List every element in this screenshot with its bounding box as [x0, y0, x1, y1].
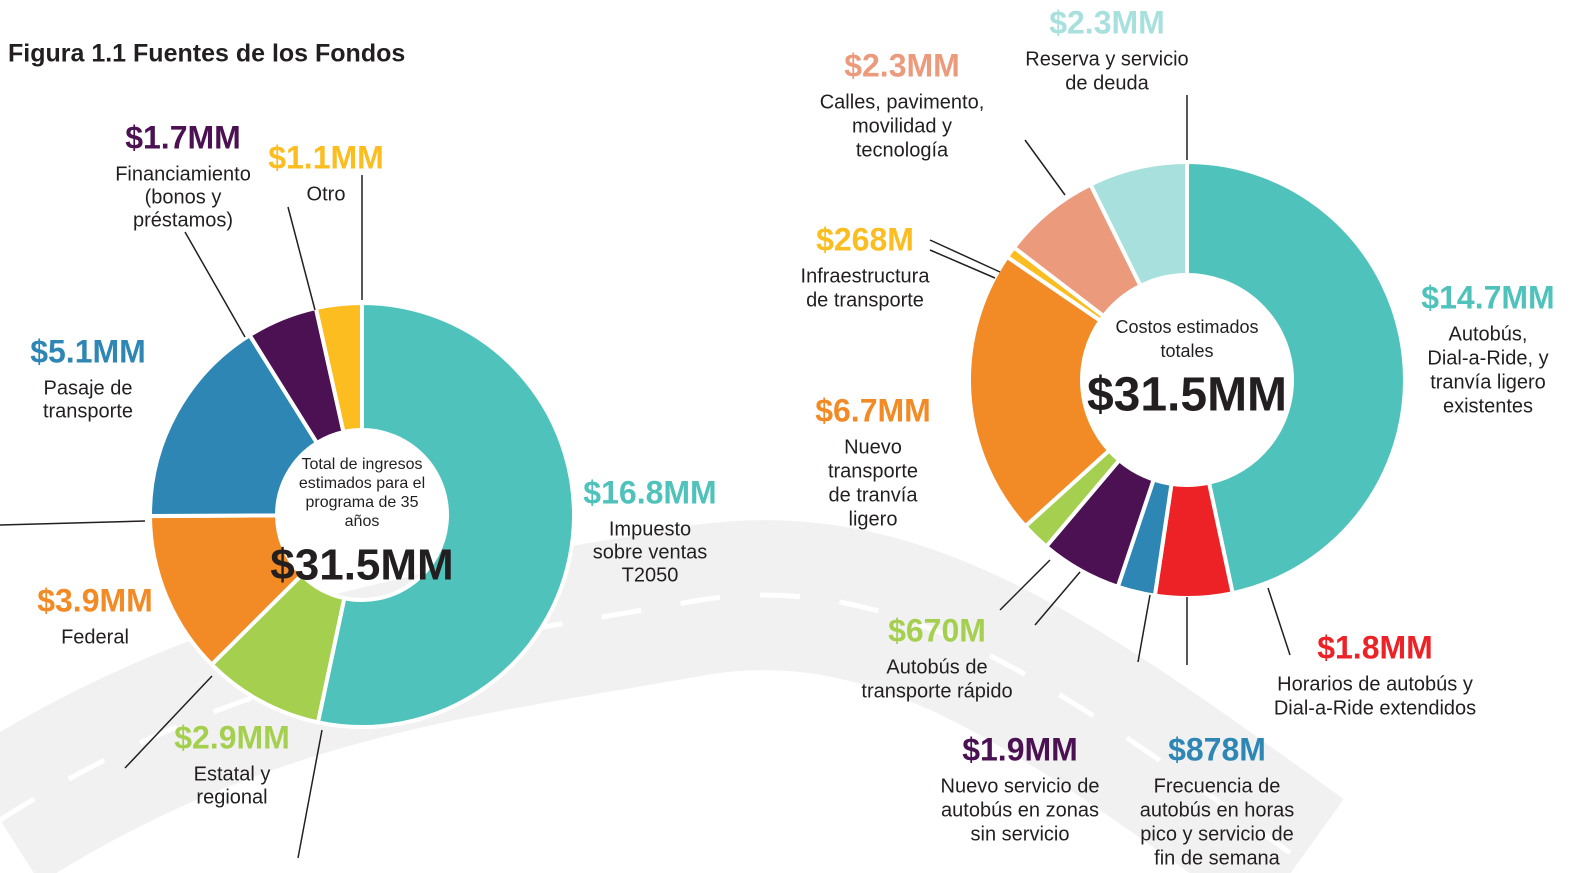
slice-label: Autobús de [886, 656, 987, 678]
slice-label: autobús en horas [1140, 799, 1295, 821]
center-text: totales [1160, 341, 1213, 361]
slice-label: fin de semana [1154, 847, 1281, 869]
center-text: Costos estimados [1115, 317, 1258, 337]
slice-label: tecnología [856, 139, 949, 161]
value-label: $2.9MM [174, 719, 290, 755]
slice-label: Pasaje de [44, 377, 133, 399]
slice-label: Dial-a-Ride, y [1427, 347, 1548, 369]
slice-label: existentes [1443, 395, 1533, 417]
slice-label: Nuevo servicio de [941, 775, 1100, 797]
slice-label: préstamos) [133, 209, 233, 231]
slice-label: pico y servicio de [1140, 823, 1293, 845]
value-label: $2.3MM [1049, 4, 1165, 40]
slice-label: Calles, pavimento, [820, 91, 985, 113]
value-label: $5.1MM [30, 333, 146, 369]
slice-label: Estatal y [194, 763, 271, 785]
leader-line [1025, 140, 1065, 195]
slice-label: Infraestructura [801, 265, 931, 287]
slice-label: transporte [828, 460, 918, 482]
value-label: $268M [816, 221, 914, 257]
slice-label: Federal [61, 626, 129, 648]
slice-label: Frecuencia de [1154, 775, 1281, 797]
value-label: $670M [888, 612, 986, 648]
slice-label: regional [196, 786, 267, 808]
slice-label: T2050 [622, 564, 679, 586]
slice-label: de tranvía [829, 484, 919, 506]
slice-label: (bonos y [145, 186, 222, 208]
slice-label: autobús en zonas [941, 799, 1099, 821]
center-value: $31.5MM [270, 541, 453, 590]
center-value: $31.5MM [1087, 369, 1287, 422]
leader-line [1138, 595, 1150, 662]
leader-line [930, 240, 1000, 272]
slice-label: ligero [849, 508, 898, 530]
value-label: $1.1MM [268, 139, 384, 175]
value-label: $3.9MM [37, 582, 153, 618]
value-label: $16.8MM [583, 474, 716, 510]
slice-label: Otro [307, 183, 346, 205]
leader-line [185, 232, 245, 337]
slice-label: de transporte [806, 289, 924, 311]
slice-label: sin servicio [971, 823, 1070, 845]
slice-label: Reserva y servicio [1025, 48, 1188, 70]
center-text: Total de ingresos [302, 456, 423, 473]
value-label: $878M [1168, 731, 1266, 767]
slice-label: de deuda [1065, 72, 1149, 94]
slice-label: sobre ventas [593, 541, 708, 563]
value-label: $1.7MM [125, 119, 241, 155]
slice-label: movilidad y [852, 115, 952, 137]
value-label: $6.7MM [815, 392, 931, 428]
leader-line [1268, 588, 1290, 655]
leader-line [288, 207, 315, 310]
slice-label: transporte rápido [861, 680, 1012, 702]
infographic: Figura 1.1 Fuentes de los Fondos $16.8MM… [0, 0, 1577, 873]
value-label: $1.9MM [962, 731, 1078, 767]
value-label: $1.8MM [1317, 629, 1433, 665]
slice-label: Nuevo [844, 436, 902, 458]
value-label: $2.3MM [844, 47, 960, 83]
center-text: estimados para el [299, 475, 425, 492]
center-text: programa de 35 [306, 494, 419, 511]
center-text: años [345, 513, 380, 530]
slice-label: Dial-a-Ride extendidos [1274, 697, 1476, 719]
slice-label: Horarios de autobús y [1277, 673, 1473, 695]
slice-label: Autobús, [1449, 323, 1528, 345]
slice-label: transporte [43, 400, 133, 422]
slice-label: Impuesto [609, 518, 691, 540]
slice-label: Financiamiento [115, 163, 251, 185]
chart-title: Figura 1.1 Fuentes de los Fondos [8, 40, 405, 68]
slice-label: tranvía ligero [1430, 371, 1546, 393]
value-label: $14.7MM [1421, 279, 1554, 315]
